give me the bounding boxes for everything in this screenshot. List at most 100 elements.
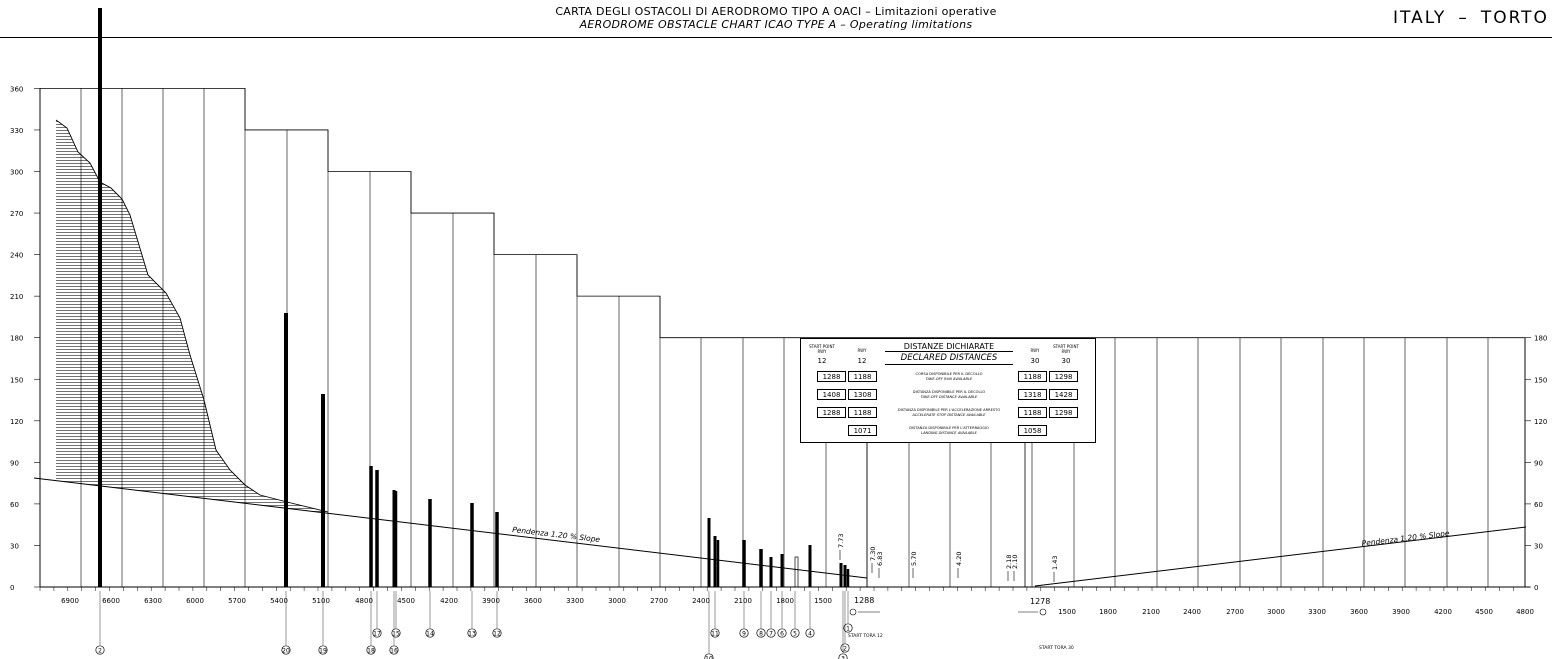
dd-row-label-3: DISTANZA DISPONIBILE PER L'ATTERRAGGIO LA… bbox=[880, 426, 1018, 435]
x-left-label-3300: 3300 bbox=[566, 597, 584, 605]
obstacle-bar-11 bbox=[713, 536, 717, 587]
x-left-label-2700: 2700 bbox=[650, 597, 668, 605]
dd-cell-sp12-1: 1408 bbox=[817, 389, 846, 400]
title-dash: – bbox=[1458, 8, 1469, 28]
dd-col-rwy12: RWY bbox=[857, 348, 867, 353]
obstacle-circle-10 bbox=[704, 653, 714, 659]
obstacle-circle-11 bbox=[710, 628, 720, 638]
obstacle-bar-17 bbox=[808, 545, 812, 587]
obstacle-id-8: 8 bbox=[759, 630, 763, 637]
x-left-label-3000: 3000 bbox=[608, 597, 626, 605]
dd-col-start30-num: 30 bbox=[1061, 357, 1071, 365]
x-right-label-4500: 4500 bbox=[1475, 608, 1493, 616]
dd-cell-r30-3: 1058 bbox=[1018, 425, 1047, 436]
header-rule bbox=[0, 37, 1552, 38]
x-right-label-3000: 3000 bbox=[1267, 608, 1285, 616]
obstacle-circle-0 bbox=[95, 645, 105, 655]
obstacle-id-17: 17 bbox=[373, 630, 381, 637]
obstacle-circle-13 bbox=[756, 628, 766, 638]
elevation-label-3: 5.70 bbox=[910, 552, 918, 566]
y-left-label-210: 210 bbox=[10, 293, 23, 301]
x-right-label-4800: 4800 bbox=[1516, 608, 1534, 616]
obstacle-circle-20 bbox=[838, 653, 848, 659]
dd-row-label-1: DISTANZA DISPONIBILE PER IL DECOLLO TAKE-… bbox=[880, 390, 1018, 399]
x-right-label-3300: 3300 bbox=[1308, 608, 1326, 616]
y-right-label-150: 150 bbox=[1534, 376, 1547, 384]
elevation-label-0: 7.73 bbox=[837, 534, 845, 548]
x-left-label-2400: 2400 bbox=[692, 597, 710, 605]
obstacle-circle-8 bbox=[467, 628, 477, 638]
y-left-label-120: 120 bbox=[10, 418, 23, 426]
dd-col-rwy30: RWY bbox=[1030, 348, 1040, 353]
y-right-label-60: 60 bbox=[1534, 501, 1543, 509]
dd-row-label-it: CORSA DISPONIBILE PER IL DECOLLO bbox=[915, 372, 983, 376]
obstacle-id-4: 4 bbox=[808, 630, 812, 637]
x-left-label-3600: 3600 bbox=[524, 597, 542, 605]
title-english: AERODROME OBSTACLE CHART ICAO TYPE A – O… bbox=[579, 18, 973, 31]
dd-col-start12-num: 12 bbox=[817, 357, 827, 365]
obstacle-id-19: 19 bbox=[319, 647, 327, 654]
elevation-label-4: 4.20 bbox=[955, 552, 963, 566]
obstacle-bar-9 bbox=[495, 512, 499, 587]
dd-col-rwy12-num: 12 bbox=[857, 357, 867, 365]
obstacle-bar-4 bbox=[375, 470, 379, 587]
obstacle-bar-6 bbox=[394, 491, 398, 587]
x-right-label-2400: 2400 bbox=[1183, 608, 1201, 616]
dd-row-label-en: ACCELERATE STOP DISTANCE AVAILABLE bbox=[912, 412, 986, 417]
x-right-label-2100: 2100 bbox=[1142, 608, 1160, 616]
x-left-label-4800: 4800 bbox=[355, 597, 373, 605]
obstacle-circle-5 bbox=[389, 645, 399, 655]
dd-cell-r12-1: 1308 bbox=[848, 389, 877, 400]
y-right-label-90: 90 bbox=[1534, 459, 1543, 467]
y-left-label-60: 60 bbox=[10, 501, 19, 509]
x-left-label-1800: 1800 bbox=[776, 597, 794, 605]
dd-col-start12: START POINT RWY bbox=[809, 344, 835, 354]
y-left-label-30: 30 bbox=[10, 542, 19, 550]
dd-row-label-it: DISTANZA DISPONIBILE PER L'ACCELERAZIONE… bbox=[897, 408, 1001, 412]
runway-markers: 1288 1278 START TORA 12 START TORA 30 7.73 7.… bbox=[837, 338, 1074, 651]
y-left-label-300: 300 bbox=[10, 169, 23, 177]
dd-cell-sp30-1: 1428 bbox=[1049, 389, 1078, 400]
terrain-profile bbox=[55, 119, 329, 514]
x-left-label-2100: 2100 bbox=[734, 597, 752, 605]
obstacle-circle-15 bbox=[777, 628, 787, 638]
grid-step-outline bbox=[40, 88, 1525, 339]
dd-row-label-0: CORSA DISPONIBILE PER IL DECOLLO TAKE-OFF… bbox=[880, 372, 1018, 381]
obstacle-bar-1 bbox=[284, 313, 288, 587]
obstacle-circle-3 bbox=[366, 645, 376, 655]
obstacle-bars bbox=[98, 8, 850, 588]
obstacle-bar-15 bbox=[769, 557, 773, 587]
y-right-label-120: 120 bbox=[1534, 418, 1547, 426]
dd-title-en: DECLARED DISTANCES bbox=[885, 351, 1013, 365]
obstacle-bar-16 bbox=[780, 554, 784, 587]
obstacle-circle-2 bbox=[318, 645, 328, 655]
dd-cell-r30-0: 1188 bbox=[1018, 371, 1047, 382]
obstacle-circle-7 bbox=[425, 628, 435, 638]
elevation-label-2: 6.83 bbox=[876, 552, 884, 566]
obstacle-bar-20 bbox=[846, 569, 850, 587]
slope-label-right: Pendenza 1.20 % Slope bbox=[1361, 529, 1450, 548]
dd-cell-r30-2: 1188 bbox=[1018, 407, 1047, 418]
y-left-label-0: 0 bbox=[10, 584, 14, 592]
y-left-label-90: 90 bbox=[10, 459, 19, 467]
obstacle-bar-0 bbox=[98, 8, 102, 587]
dd-cell-r12-2: 1188 bbox=[848, 407, 877, 418]
obstacle-circle-4 bbox=[372, 628, 382, 638]
obstacle-circle-14 bbox=[766, 628, 776, 638]
obstacle-bar-8 bbox=[470, 503, 474, 587]
obstacle-id-3: 3 bbox=[841, 655, 845, 659]
x-left-label-6000: 6000 bbox=[186, 597, 204, 605]
runway-end-right-label: 1278 bbox=[1030, 597, 1050, 606]
dd-title-it: DISTANZE DICHIARATE bbox=[903, 342, 995, 351]
dd-row-label-en: TAKE-OFF RUN AVAILABLE bbox=[925, 376, 973, 381]
dd-cell-sp12-0: 1288 bbox=[817, 371, 846, 382]
y-right-label-30: 30 bbox=[1534, 542, 1543, 550]
dd-row-label-en: TAKE-OFF DISTANCE AVAILABLE bbox=[920, 394, 978, 399]
y-left-label-330: 330 bbox=[10, 127, 23, 135]
y-left-label-150: 150 bbox=[10, 376, 23, 384]
x-right-label-1800: 1800 bbox=[1099, 608, 1117, 616]
x-left-label-4200: 4200 bbox=[440, 597, 458, 605]
dd-row-label-2: DISTANZA DISPONIBILE PER L'ACCELERAZIONE… bbox=[880, 408, 1018, 417]
chart-header: CARTA DEGLI OSTACOLI DI AERODROMO TIPO A… bbox=[0, 5, 1552, 39]
